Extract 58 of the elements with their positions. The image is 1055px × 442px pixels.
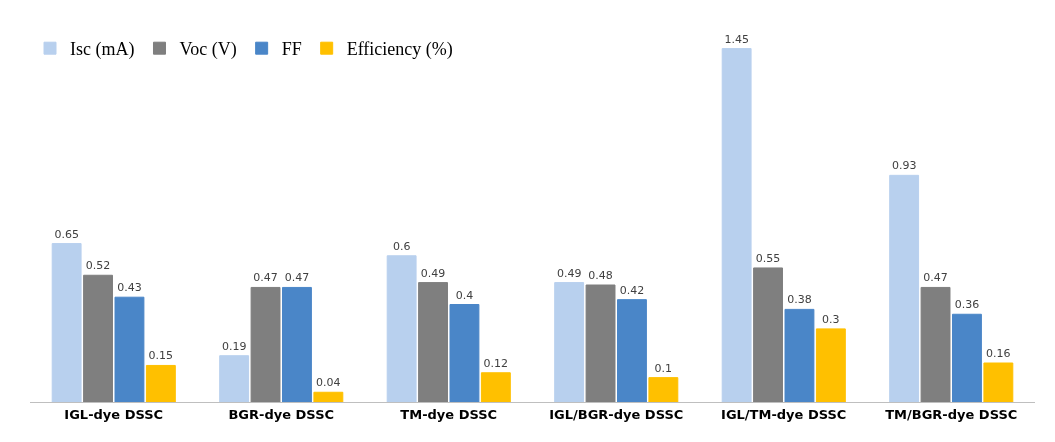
x-tick-label: IGL-dye DSSC xyxy=(64,406,164,422)
bar xyxy=(920,286,951,402)
x-tick-label: IGL/BGR-dye DSSC xyxy=(549,406,684,422)
data-label: 0.04 xyxy=(316,376,341,390)
bar xyxy=(648,377,679,402)
data-label: 0.47 xyxy=(253,271,278,285)
bar xyxy=(554,282,585,402)
data-label: 0.42 xyxy=(619,283,645,297)
bar xyxy=(51,243,82,402)
data-label: 0.16 xyxy=(986,347,1011,360)
data-label: 0.49 xyxy=(420,266,446,280)
x-tick-label: BGR-dye DSSC xyxy=(228,406,335,422)
bar xyxy=(617,299,647,402)
legend-label: FF xyxy=(281,39,302,60)
legend-label: Voc (V) xyxy=(179,39,237,61)
data-label: 0.48 xyxy=(588,269,613,283)
bar xyxy=(889,174,920,402)
data-label: 0.65 xyxy=(54,227,79,241)
bar xyxy=(784,308,815,402)
data-label: 0.19 xyxy=(221,339,247,353)
bar xyxy=(721,48,752,402)
bar xyxy=(418,282,448,402)
bar xyxy=(753,267,783,402)
bar xyxy=(952,313,982,402)
data-label: 0.49 xyxy=(556,266,582,280)
data-label: 0.4 xyxy=(455,288,474,302)
legend-label: Isc (mA) xyxy=(70,39,135,61)
data-label: 0.3 xyxy=(822,312,840,326)
bar xyxy=(83,274,113,402)
data-label: 0.47 xyxy=(923,271,948,285)
bar xyxy=(250,286,281,402)
data-label: 0.47 xyxy=(284,271,310,285)
data-label: 0.12 xyxy=(483,356,509,370)
data-label: 1.45 xyxy=(724,32,749,46)
bar xyxy=(449,304,480,402)
bar xyxy=(585,284,616,402)
bar xyxy=(386,255,417,402)
x-tick-label: IGL/TM-dye DSSC xyxy=(721,406,847,422)
legend-label: Efficiency (%) xyxy=(346,39,453,61)
data-label: 0.36 xyxy=(954,298,980,312)
data-label: 0.55 xyxy=(755,251,781,265)
bar xyxy=(219,355,250,402)
x-tick-label: TM/BGR-dye DSSC xyxy=(885,406,1018,422)
data-label: 0.52 xyxy=(85,259,111,273)
bar xyxy=(815,328,846,402)
data-label: 0.1 xyxy=(654,361,673,375)
bar xyxy=(282,286,312,402)
bar xyxy=(480,372,511,402)
bar xyxy=(114,296,145,402)
data-label: 0.43 xyxy=(117,281,142,295)
data-label: 0.38 xyxy=(787,293,812,307)
bar xyxy=(145,364,176,402)
bar xyxy=(983,362,1014,402)
data-label: 0.15 xyxy=(148,349,174,363)
data-label: 0.93 xyxy=(891,159,917,173)
x-tick-label: TM-dye DSSC xyxy=(400,406,498,422)
data-label: 0.6 xyxy=(392,239,411,253)
bar xyxy=(313,391,344,402)
